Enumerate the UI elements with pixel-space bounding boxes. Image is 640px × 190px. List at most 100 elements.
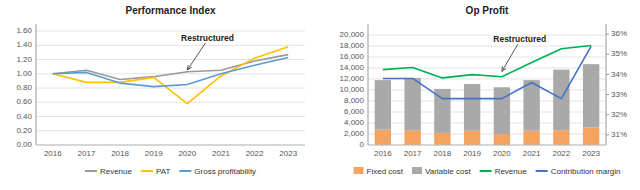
grid-line [368, 101, 606, 102]
grid-line [368, 112, 606, 113]
y-tick-label: 4,000 [344, 118, 365, 127]
grid-line [368, 90, 606, 91]
bar [494, 134, 510, 145]
y2-tick-label: 32% [611, 110, 627, 119]
legend-label: PAT [156, 167, 170, 176]
y-tick-label: 6,000 [344, 107, 365, 116]
legend-label: Fixed cost [367, 167, 404, 176]
grid-line [36, 45, 305, 46]
bar [434, 133, 450, 145]
y-tick-label: 1.20 [16, 55, 32, 64]
plot-area [53, 47, 288, 104]
x-tick-label: 2017 [78, 149, 96, 158]
legend-item: PAT [141, 167, 170, 176]
panel: Performance Index0.000.200.400.600.801.0… [16, 5, 305, 176]
annotation-arrow [187, 43, 205, 70]
legend-item: Revenue [85, 167, 133, 176]
x-axis-line [36, 145, 305, 146]
annotation: Restructured [181, 33, 234, 43]
y-tick-label: 2,000 [344, 129, 365, 138]
bar [553, 70, 569, 130]
legend-label: Variable cost [425, 167, 471, 176]
plot-area [375, 45, 600, 145]
y-tick-label: 0.20 [16, 126, 32, 135]
x-tick-label: 2022 [552, 149, 570, 158]
legend-swatch [480, 170, 492, 172]
grid-line [36, 88, 305, 89]
annotation: Restructured [493, 34, 546, 44]
line [53, 57, 288, 86]
y-axis-line [36, 24, 37, 145]
y2-tick-label: 34% [611, 70, 627, 79]
legend: Revenue PAT Gross profitability [85, 167, 256, 176]
x-tick-label: 2019 [463, 149, 481, 158]
line [383, 45, 591, 77]
x-tick-label: 2018 [111, 149, 129, 158]
line [383, 46, 591, 98]
x-tick-label: 2020 [493, 149, 511, 158]
y-tick-label: 16,000 [340, 52, 365, 61]
grid-line [368, 145, 606, 146]
legend-item: Fixed cost [354, 167, 404, 176]
y2-axis-line [606, 24, 607, 145]
y-tick-label: 14,000 [340, 63, 365, 72]
bar [583, 127, 599, 145]
chart-root: Performance Index0.000.200.400.600.801.0… [0, 0, 640, 190]
bar [523, 80, 539, 131]
y-tick-label: 1.00 [16, 69, 32, 78]
panel: Op Profit 0 2,000 4,000 6,000 8,000 10,000 12,0… [340, 5, 627, 176]
title: Op Profit [466, 5, 509, 16]
y2-tick-label: 31% [611, 130, 627, 139]
x-tick-label: 2018 [433, 149, 451, 158]
title: Performance Index [125, 5, 215, 16]
x-tick-label: 2023 [582, 149, 600, 158]
x-tick-label: 2021 [523, 149, 541, 158]
grid-line [36, 145, 305, 146]
legend-item: Gross profitability [179, 167, 256, 176]
bar [583, 64, 599, 127]
x-tick-label: 2023 [279, 149, 297, 158]
y-tick-label: 20,000 [340, 30, 365, 39]
annotation-arrow [502, 44, 518, 71]
x-tick-label: 2022 [246, 149, 264, 158]
y-tick-label: 10,000 [340, 85, 365, 94]
bar [464, 84, 480, 131]
grid-line [36, 116, 305, 117]
grid-line [368, 46, 606, 47]
legend-swatch [412, 167, 422, 174]
legend-label: Contribution margin [551, 167, 621, 176]
legend-swatch [141, 170, 153, 172]
y-tick-label: 8,000 [344, 96, 365, 105]
x-tick-label: 2016 [374, 149, 392, 158]
x-tick-label: 2016 [44, 149, 62, 158]
y-tick-label: 0.40 [16, 112, 32, 121]
legend-label: Revenue [100, 167, 133, 176]
legend-label: Revenue [495, 167, 528, 176]
grid-line [36, 130, 305, 131]
y-tick-label: 1.40 [16, 40, 32, 49]
y-tick-label: 0 [360, 140, 365, 149]
y-tick-label: 12,000 [340, 74, 365, 83]
grid-line [36, 31, 305, 32]
legend-swatch [179, 170, 191, 172]
bar [553, 130, 569, 145]
x-tick-label: 2021 [212, 149, 230, 158]
y-tick-label: 0.80 [16, 83, 32, 92]
legend: Fixed cost Variable cost Revenue Contributi… [354, 167, 621, 176]
y-tick-label: 0.60 [16, 97, 32, 106]
bar [375, 80, 391, 130]
grid-line [368, 134, 606, 135]
y2-tick-label: 33% [611, 90, 627, 99]
bar [375, 130, 391, 145]
y-tick-label: 1.60 [16, 26, 32, 35]
grid-line [36, 102, 305, 103]
legend-swatch [354, 167, 364, 174]
legend-swatch [536, 170, 548, 172]
legend-item: Variable cost [412, 167, 471, 176]
x-tick-label: 2019 [145, 149, 163, 158]
x-tick-label: 2020 [178, 149, 196, 158]
legend-label: Gross profitability [194, 167, 256, 176]
bar [494, 87, 510, 134]
x-tick-label: 2017 [404, 149, 422, 158]
grid-line [368, 123, 606, 124]
